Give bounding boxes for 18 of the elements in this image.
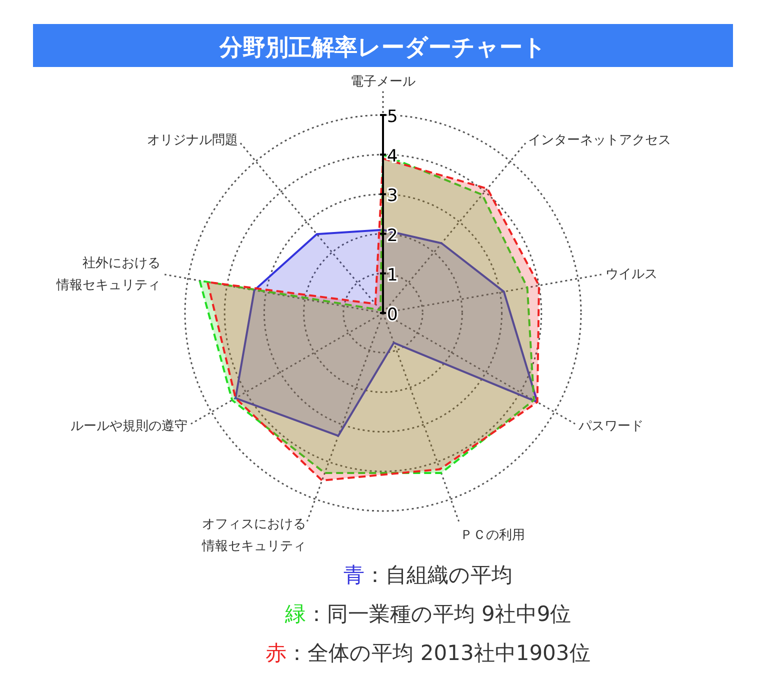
chart-title: 分野別正解率レーダーチャート bbox=[218, 34, 546, 61]
spoke-label: インターネットアクセス bbox=[528, 133, 672, 148]
spoke-label: オリジナル問題 bbox=[146, 133, 238, 148]
y-tick-label: 5 bbox=[387, 107, 398, 127]
spoke-label: パスワード bbox=[577, 418, 644, 434]
spoke-label: オフィスにおける情報セキュリティ bbox=[200, 517, 306, 554]
spoke-label: ルールや規則の遵守 bbox=[70, 418, 188, 434]
text: 赤：全体の平均 2013社中1903位 bbox=[266, 641, 590, 665]
y-tick-label: 0 bbox=[387, 305, 398, 325]
spoke-label: 電子メール bbox=[350, 74, 416, 90]
spoke-label: 社外における情報セキュリティ bbox=[56, 256, 161, 293]
y-tick-label: 2 bbox=[387, 226, 398, 246]
y-tick-label: 1 bbox=[387, 265, 398, 286]
text: 緑：同一業種の平均 9社中9位 bbox=[284, 602, 572, 626]
spoke-label: ＰＣの利用 bbox=[460, 528, 526, 544]
text: 青：自組織の平均 bbox=[344, 563, 512, 587]
spoke-label: ウイルス bbox=[605, 266, 658, 282]
y-tick-label: 3 bbox=[387, 186, 398, 206]
